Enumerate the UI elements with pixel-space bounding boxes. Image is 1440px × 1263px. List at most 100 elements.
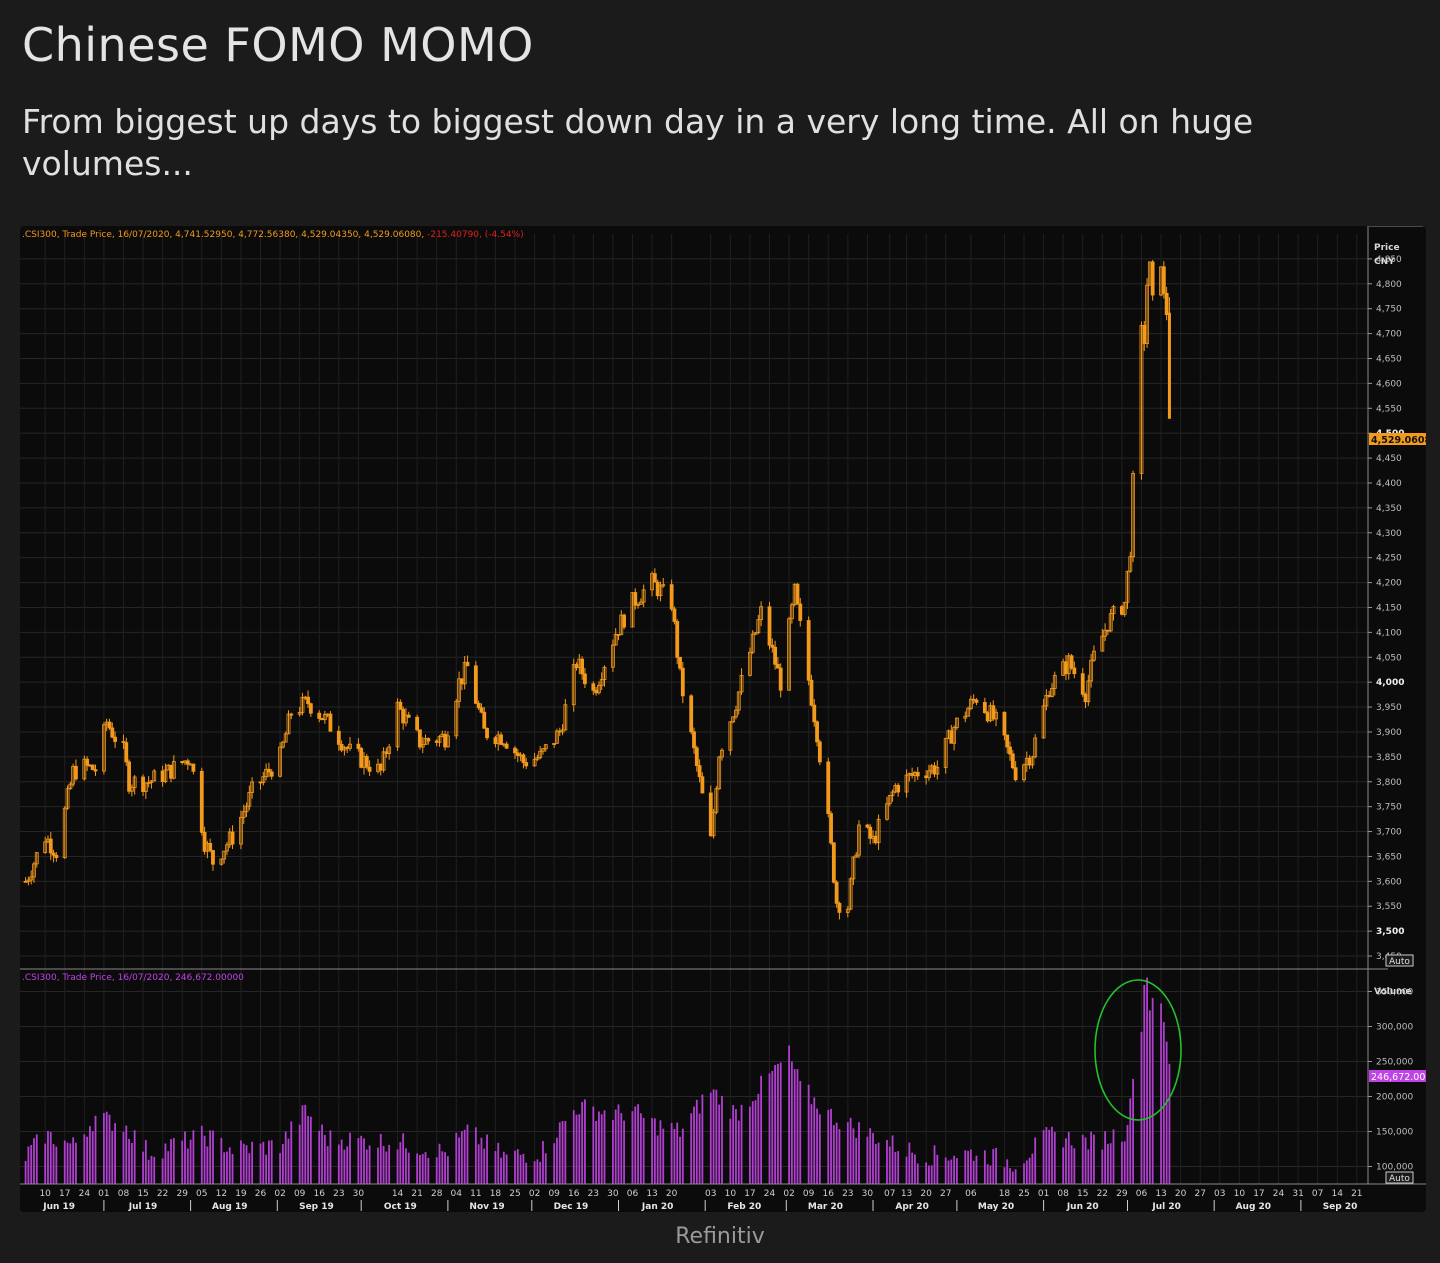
x-day-label: 02 xyxy=(783,1189,794,1199)
price-auto-label: Auto xyxy=(1389,957,1410,967)
price-candle-body xyxy=(482,711,487,729)
price-candle-body xyxy=(680,667,685,697)
price-tick-label: 4,850 xyxy=(1376,255,1402,265)
volume-bar xyxy=(69,1143,72,1184)
x-month-label: Apr 20 xyxy=(895,1202,929,1212)
volume-bar xyxy=(617,1104,620,1184)
volume-bar xyxy=(1112,1129,1115,1184)
volume-bar xyxy=(133,1130,136,1184)
price-candle-body xyxy=(789,604,794,620)
price-candle-body xyxy=(798,603,803,621)
volume-bar xyxy=(807,1084,810,1184)
volume-bar xyxy=(248,1153,251,1184)
x-month-label: Jun 19 xyxy=(42,1202,75,1212)
price-tick-label: 4,250 xyxy=(1376,554,1402,564)
volume-bar xyxy=(1070,1145,1073,1184)
volume-bar xyxy=(245,1145,248,1184)
x-day-label: 22 xyxy=(1097,1189,1108,1199)
volume-bar xyxy=(1143,984,1146,1184)
volume-bar xyxy=(416,1153,419,1184)
x-day-label: 16 xyxy=(823,1189,835,1199)
price-candle-body xyxy=(102,724,106,772)
volume-bar xyxy=(1104,1131,1107,1184)
price-candle-body xyxy=(1161,266,1166,294)
volume-bar xyxy=(581,1101,584,1184)
price-candle-body xyxy=(720,749,724,758)
volume-bar xyxy=(670,1122,673,1184)
volume-bar xyxy=(1051,1126,1053,1184)
volume-bar xyxy=(142,1151,144,1184)
volume-bar xyxy=(611,1119,614,1184)
volume-bar xyxy=(220,1138,223,1184)
price-candle-body xyxy=(694,747,699,766)
price-candle-body xyxy=(927,770,931,779)
price-candle-body xyxy=(885,803,889,820)
volume-bar xyxy=(673,1128,676,1184)
price-candle-body xyxy=(1010,753,1015,769)
price-candle-body xyxy=(759,606,764,621)
x-day-label: 29 xyxy=(1116,1189,1128,1199)
price-candle-body xyxy=(1125,570,1130,603)
x-day-label: 29 xyxy=(176,1189,188,1199)
price-candle-body xyxy=(219,858,224,865)
price-candle-body xyxy=(778,667,783,691)
volume-bar xyxy=(788,1045,790,1184)
volume-bar xyxy=(147,1159,150,1184)
price-candle-body xyxy=(1072,667,1077,675)
price-candle-body xyxy=(348,743,352,749)
price-candle-body xyxy=(113,736,117,742)
volume-bar xyxy=(49,1132,52,1184)
x-day-label: 09 xyxy=(294,1189,306,1199)
x-grid xyxy=(44,234,1358,1184)
volume-bar xyxy=(47,1130,49,1184)
volume-bar xyxy=(964,1150,967,1184)
volume-bar xyxy=(905,1156,908,1184)
price-candle-body xyxy=(34,852,39,865)
price-candle-body xyxy=(1030,756,1035,766)
volume-bar xyxy=(424,1152,427,1184)
price-candle-body xyxy=(93,769,98,772)
volume-tick-label: 250,000 xyxy=(1376,1058,1413,1068)
volume-bar xyxy=(796,1069,799,1184)
volume-bar xyxy=(774,1065,777,1184)
volume-axis-title: Volume xyxy=(1374,987,1412,997)
price-candle-body xyxy=(770,644,775,648)
price-tick-label: 4,450 xyxy=(1376,454,1402,464)
price-candle-body xyxy=(692,731,696,749)
price-candle-body xyxy=(1092,650,1096,661)
volume-bar xyxy=(153,1156,156,1184)
price-candle-body xyxy=(633,592,638,606)
x-day-label: 18 xyxy=(490,1189,502,1199)
price-candle-body xyxy=(54,854,59,859)
price-candle-body xyxy=(943,737,948,768)
price-candle-body xyxy=(1108,613,1113,632)
volume-bar xyxy=(1160,1003,1162,1184)
price-candle-body xyxy=(261,776,266,783)
price-candle-body xyxy=(613,634,618,646)
price-candle-body xyxy=(599,679,604,686)
volume-bar xyxy=(83,1134,86,1184)
price-candle-body xyxy=(571,664,576,706)
price-candle-body xyxy=(652,573,657,583)
volume-auto-button[interactable] xyxy=(1385,1171,1414,1184)
price-auto-button[interactable] xyxy=(1385,954,1414,967)
volume-bar xyxy=(810,1104,813,1184)
price-candle-body xyxy=(610,644,615,668)
x-day-label: 01 xyxy=(98,1189,109,1199)
volume-bar xyxy=(1132,1078,1134,1184)
price-candle-body xyxy=(121,741,126,743)
price-candles xyxy=(23,260,1171,920)
volume-bar xyxy=(223,1152,226,1184)
x-day-label: 30 xyxy=(607,1189,619,1199)
price-candle-body xyxy=(1111,606,1116,615)
price-candle-body xyxy=(622,614,626,628)
x-day-label: 30 xyxy=(353,1189,365,1199)
volume-bar xyxy=(656,1135,659,1184)
price-axis-title-2: CNY xyxy=(1374,257,1395,267)
price-candle-body xyxy=(641,589,646,603)
csi300-chart: 3,4503,5003,5503,6003,6503,7003,7503,800… xyxy=(20,226,1426,1212)
volume-bar xyxy=(1006,1159,1009,1184)
price-tick-label: 4,600 xyxy=(1376,379,1402,389)
volume-bar xyxy=(709,1092,712,1184)
volume-bar xyxy=(86,1136,89,1184)
